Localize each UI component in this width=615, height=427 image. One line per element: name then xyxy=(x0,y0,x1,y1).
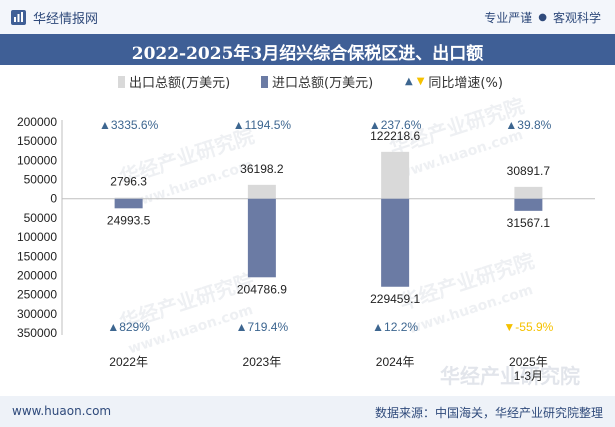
import-value-label: 229459.1 xyxy=(370,292,420,306)
y-tick-label: 0 xyxy=(50,192,57,206)
export-growth-label: ▲3335.6% xyxy=(99,118,159,132)
title-bar: 2022-2025年3月绍兴综合保税区进、出口额 xyxy=(0,34,615,65)
y-tick-label: 50000 xyxy=(24,173,58,187)
legend-import-label: 进口总额(万美元) xyxy=(272,76,374,91)
import-value-label: 31567.1 xyxy=(507,216,551,230)
y-tick-label: 250000 xyxy=(17,288,57,302)
x-tick-label: 2025年 xyxy=(509,355,548,369)
export-bar xyxy=(114,197,143,199)
y-tick-label: 200000 xyxy=(17,115,57,129)
export-value-label: 2796.3 xyxy=(110,175,147,189)
dot-separator-icon: ● xyxy=(538,12,547,23)
x-tick-label: 1-3月 xyxy=(514,369,543,383)
brand-name: 华经情报网 xyxy=(33,12,99,27)
x-tick-label: 2023年 xyxy=(243,355,282,369)
tag-professional: 专业严谨 xyxy=(484,11,533,25)
footer: www.huaon.com 数据来源：中国海关，华经产业研究院整理 xyxy=(0,396,615,427)
brand: 华经情报网 xyxy=(10,8,98,27)
import-growth-label: ▲12.2% xyxy=(372,320,418,334)
import-value-label: 204786.9 xyxy=(237,282,287,296)
export-growth-label: ▲237.6% xyxy=(369,118,422,132)
chart-title: 2022-2025年3月绍兴综合保税区进、出口额 xyxy=(131,44,484,64)
triangle-up-icon: ▲ xyxy=(405,75,413,87)
y-tick-label: 300000 xyxy=(17,307,57,321)
y-tick-label: 100000 xyxy=(17,153,57,167)
top-bar: 华经情报网 专业严谨 ● 客观科学 xyxy=(0,0,615,34)
header-tags: 专业严谨 ● 客观科学 xyxy=(484,9,601,26)
x-tick-label: 2024年 xyxy=(376,355,415,369)
x-tick-label: 2022年 xyxy=(109,355,148,369)
legend-export: 出口总额(万美元) xyxy=(118,72,230,91)
legend-growth-label: 同比增速(%) xyxy=(428,76,503,91)
export-value-label: 122218.6 xyxy=(370,129,420,143)
export-value-label: 30891.7 xyxy=(507,164,551,178)
legend-import: 进口总额(万美元) xyxy=(261,72,373,91)
y-tick-label: 200000 xyxy=(17,268,57,282)
import-bar xyxy=(381,198,410,287)
legend-export-label: 出口总额(万美元) xyxy=(129,76,231,91)
y-tick-label: 100000 xyxy=(17,230,57,244)
legend-export-swatch xyxy=(118,75,125,88)
import-bar xyxy=(514,198,543,211)
y-tick-label: 150000 xyxy=(17,249,57,263)
triangle-down-icon: ▼ xyxy=(416,75,425,87)
export-bar xyxy=(247,184,276,199)
import-value-label: 24993.5 xyxy=(107,213,151,227)
import-growth-label: ▲829% xyxy=(107,320,150,334)
export-bar xyxy=(381,151,410,199)
footer-source: 数据来源：中国海关，华经产业研究院整理 xyxy=(374,406,603,420)
import-bar xyxy=(114,198,143,209)
import-growth-label: ▲719.4% xyxy=(236,320,289,334)
y-tick-label: 50000 xyxy=(24,211,58,225)
footer-site: www.huaon.com xyxy=(12,404,112,418)
export-value-label: 36198.2 xyxy=(240,162,284,176)
legend-growth: ▲ ▼ 同比增速(%) xyxy=(405,72,503,92)
y-tick-label: 350000 xyxy=(17,326,57,340)
import-growth-label: ▼-55.9% xyxy=(503,320,553,334)
tag-objective: 客观科学 xyxy=(552,11,601,25)
brand-logo-icon xyxy=(10,9,27,26)
legend-import-swatch xyxy=(261,75,268,88)
legend: 出口总额(万美元) 进口总额(万美元) ▲ ▼ 同比增速(%) xyxy=(0,72,615,96)
export-growth-label: ▲1194.5% xyxy=(233,118,292,132)
y-tick-label: 150000 xyxy=(17,134,57,148)
export-bar xyxy=(514,186,543,199)
export-growth-label: ▲39.8% xyxy=(505,118,551,132)
import-bar xyxy=(247,198,276,278)
